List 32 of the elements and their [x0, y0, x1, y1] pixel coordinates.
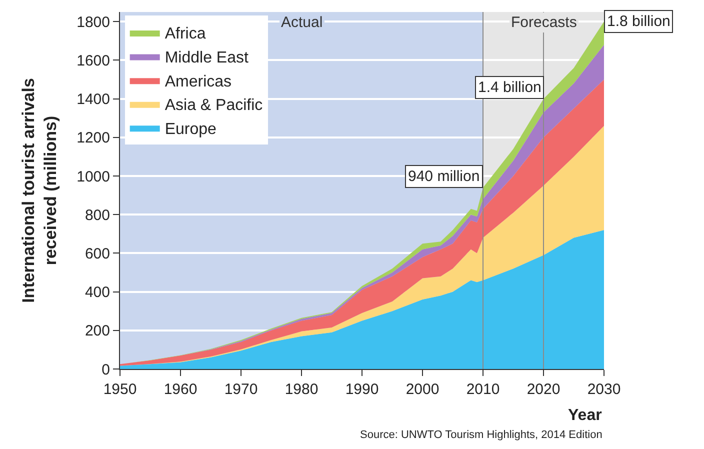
x-tick-label: 2000: [406, 381, 440, 398]
y-tick-label: 1800: [76, 14, 110, 31]
legend-label: Africa: [164, 26, 206, 43]
legend-label: Europe: [164, 120, 217, 138]
annotation: 940 million: [408, 168, 480, 185]
y-axis-title: International tourist arrivals received (millions): [19, 78, 60, 303]
x-tick-label: 2030: [587, 381, 621, 398]
band-label: Forecasts: [511, 14, 577, 31]
y-tick-label: 600: [84, 245, 110, 262]
y-tick-label: 0: [102, 361, 110, 378]
y-tick-label: 400: [84, 284, 110, 302]
legend-label: Americas: [164, 73, 232, 90]
x-tick-label: 2020: [526, 381, 560, 398]
y-tick-label: 200: [84, 322, 110, 340]
x-tick-label: 1990: [345, 381, 379, 398]
x-axis-title: Year: [568, 407, 602, 424]
y-tick-label: 1000: [76, 168, 110, 186]
source-note: Source: UNWTO Tourism Highlights, 2014 Edition: [360, 429, 602, 441]
y-tick-label: 1400: [76, 91, 110, 108]
band-label: Actual: [281, 14, 323, 31]
legend-label: Middle East: [164, 50, 249, 67]
annotation: 1.4 billion: [478, 79, 542, 96]
y-tick-label: 1200: [76, 130, 110, 147]
y-tick-label: 800: [84, 206, 110, 224]
x-tick-label: 1980: [284, 381, 318, 398]
x-tick-label: 1950: [103, 381, 137, 398]
x-tick-label: 2010: [466, 381, 500, 398]
x-tick-label: 1960: [164, 381, 198, 398]
annotation: 1.8 billion: [607, 13, 670, 30]
y-tick-label: 1600: [76, 52, 110, 70]
legend-label: Asia & Pacific: [164, 97, 263, 114]
x-tick-label: 1970: [224, 381, 258, 398]
